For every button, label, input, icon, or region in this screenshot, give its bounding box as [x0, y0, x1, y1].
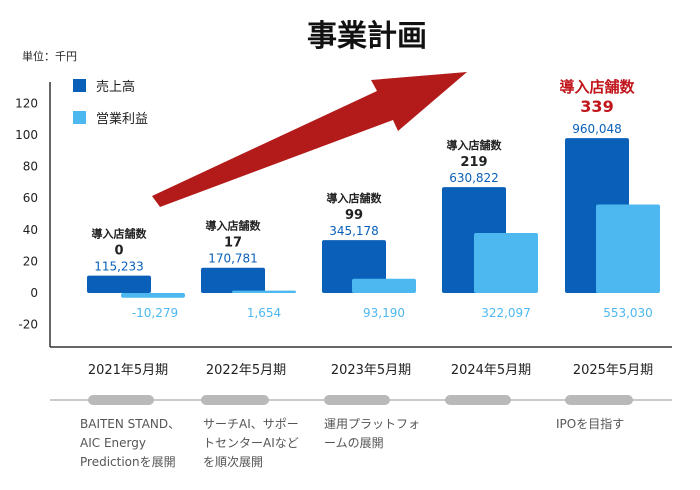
sales-value-label: 345,178: [329, 224, 379, 238]
x-tick-labels: 2021年5月期 2022年5月期 2023年5月期 2024年5月期 2025年5月期: [88, 363, 653, 378]
timeline-marker: [88, 395, 154, 405]
page-title: 事業計画: [307, 19, 427, 54]
profit-value-label: 1,654: [247, 306, 281, 320]
x-tick-label: 2022年5月期: [206, 363, 286, 378]
bar-profit: [474, 232, 538, 293]
y-tick-label: -20: [18, 318, 38, 332]
profit-value-label: 93,190: [363, 306, 405, 320]
store-count-value: 17: [224, 236, 242, 251]
store-count-heading: 導入店舗数: [206, 219, 262, 233]
y-tick-label: 80: [23, 160, 38, 174]
x-tick-label: 2021年5月期: [88, 363, 168, 378]
timeline-note: 運用プラットフォ: [324, 417, 420, 431]
sales-value-label: 960,048: [572, 122, 622, 136]
profit-value-label: 322,097: [481, 306, 531, 320]
timeline-note: ームの展開: [324, 436, 384, 450]
profit-value-label: 553,030: [603, 306, 653, 320]
store-count-value: 99: [345, 208, 363, 223]
legend-label-profit: 営業利益: [96, 111, 148, 127]
timeline-note: を順次展開: [203, 455, 263, 469]
store-count-value: 0: [114, 244, 123, 259]
store-count-heading: 導入店舗数: [447, 138, 503, 152]
bar-profit: [596, 204, 660, 293]
sales-value-label: 630,822: [449, 171, 499, 185]
store-count-value: 219: [460, 155, 487, 170]
y-tick-labels: 120 100 80 60 40 20 0 -20: [15, 96, 38, 331]
store-count-heading: 導入店舗数: [559, 78, 635, 96]
legend-swatch-profit: [73, 111, 86, 124]
bar-sales: [201, 267, 265, 293]
legend-swatch-sales: [73, 79, 86, 92]
x-tick-label: 2025年5月期: [573, 363, 653, 378]
bars: [87, 138, 660, 298]
timeline-note: IPOを目指す: [556, 416, 624, 431]
bar-profit: [352, 278, 416, 293]
store-count-heading: 導入店舗数: [92, 227, 148, 241]
y-tick-label: 40: [23, 223, 38, 237]
timeline-note: サーチAI、サポー: [203, 417, 299, 431]
timeline-marker: [201, 395, 269, 405]
bar-profit: [121, 293, 185, 298]
x-tick-label: 2024年5月期: [451, 363, 531, 378]
timeline: BAITEN STAND、 AIC Energy Predictionを展開 サーチA…: [50, 395, 672, 469]
timeline-note: Predictionを展開: [80, 455, 176, 469]
timeline-marker: [324, 395, 390, 405]
unit-label: 単位：千円: [22, 49, 77, 63]
profit-value-label: -10,279: [132, 306, 178, 320]
y-tick-label: 60: [23, 191, 38, 205]
y-tick-label: 100: [15, 128, 38, 142]
x-tick-label: 2023年5月期: [331, 363, 411, 378]
y-tick-label: 120: [15, 96, 38, 110]
y-tick-label: 0: [30, 286, 38, 300]
store-count-heading: 導入店舗数: [327, 191, 383, 205]
legend-label-sales: 売上高: [96, 79, 135, 95]
timeline-note: AIC Energy: [80, 436, 146, 450]
sales-value-label: 115,233: [94, 260, 144, 274]
data-labels: 115,233 導入店舗数 0 -10,279 170,781 導入店舗数 17 1,654 3…: [92, 78, 653, 320]
timeline-marker: [445, 395, 511, 405]
timeline-note: BAITEN STAND、: [80, 417, 180, 431]
timeline-note: トセンターAIなど: [203, 436, 299, 450]
y-tick-label: 20: [23, 254, 38, 268]
sales-value-label: 170,781: [208, 252, 258, 266]
bar-sales: [87, 275, 151, 293]
timeline-marker: [565, 395, 633, 405]
bar-profit: [232, 290, 296, 293]
store-count-value: 339: [580, 97, 613, 116]
legend: 売上高 営業利益: [73, 79, 148, 127]
growth-arrow-icon: [152, 72, 467, 207]
